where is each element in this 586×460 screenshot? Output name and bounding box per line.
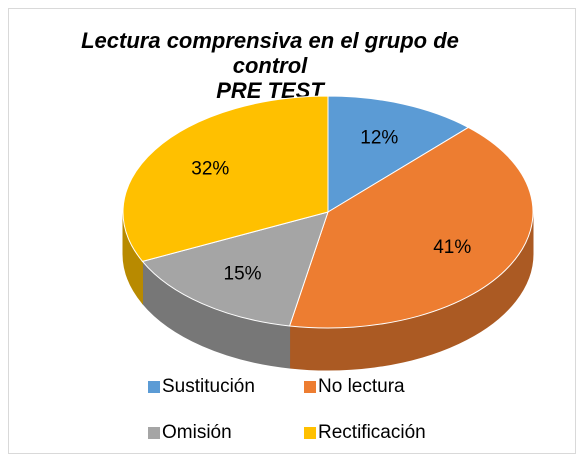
- legend-label: No lectura: [318, 376, 405, 397]
- data-label: 32%: [191, 159, 229, 180]
- data-label: 15%: [224, 263, 262, 284]
- legend-label: Rectificación: [318, 422, 426, 443]
- legend-swatch: [148, 381, 160, 393]
- data-label: 41%: [433, 237, 471, 258]
- chart-frame: [8, 8, 576, 454]
- chart-title: Lectura comprensiva en el grupo de contr…: [81, 28, 459, 103]
- legend-swatch: [304, 381, 316, 393]
- pie-slice: [327, 95, 470, 213]
- pie-slice: [122, 95, 329, 262]
- pie-slice: [288, 126, 534, 329]
- legend-swatch: [304, 427, 316, 439]
- data-label: 12%: [360, 128, 398, 149]
- legend-label: Omisión: [162, 422, 232, 443]
- legend-label: Sustitución: [162, 376, 255, 397]
- pie-slice: [141, 211, 329, 327]
- legend-swatch: [148, 427, 160, 439]
